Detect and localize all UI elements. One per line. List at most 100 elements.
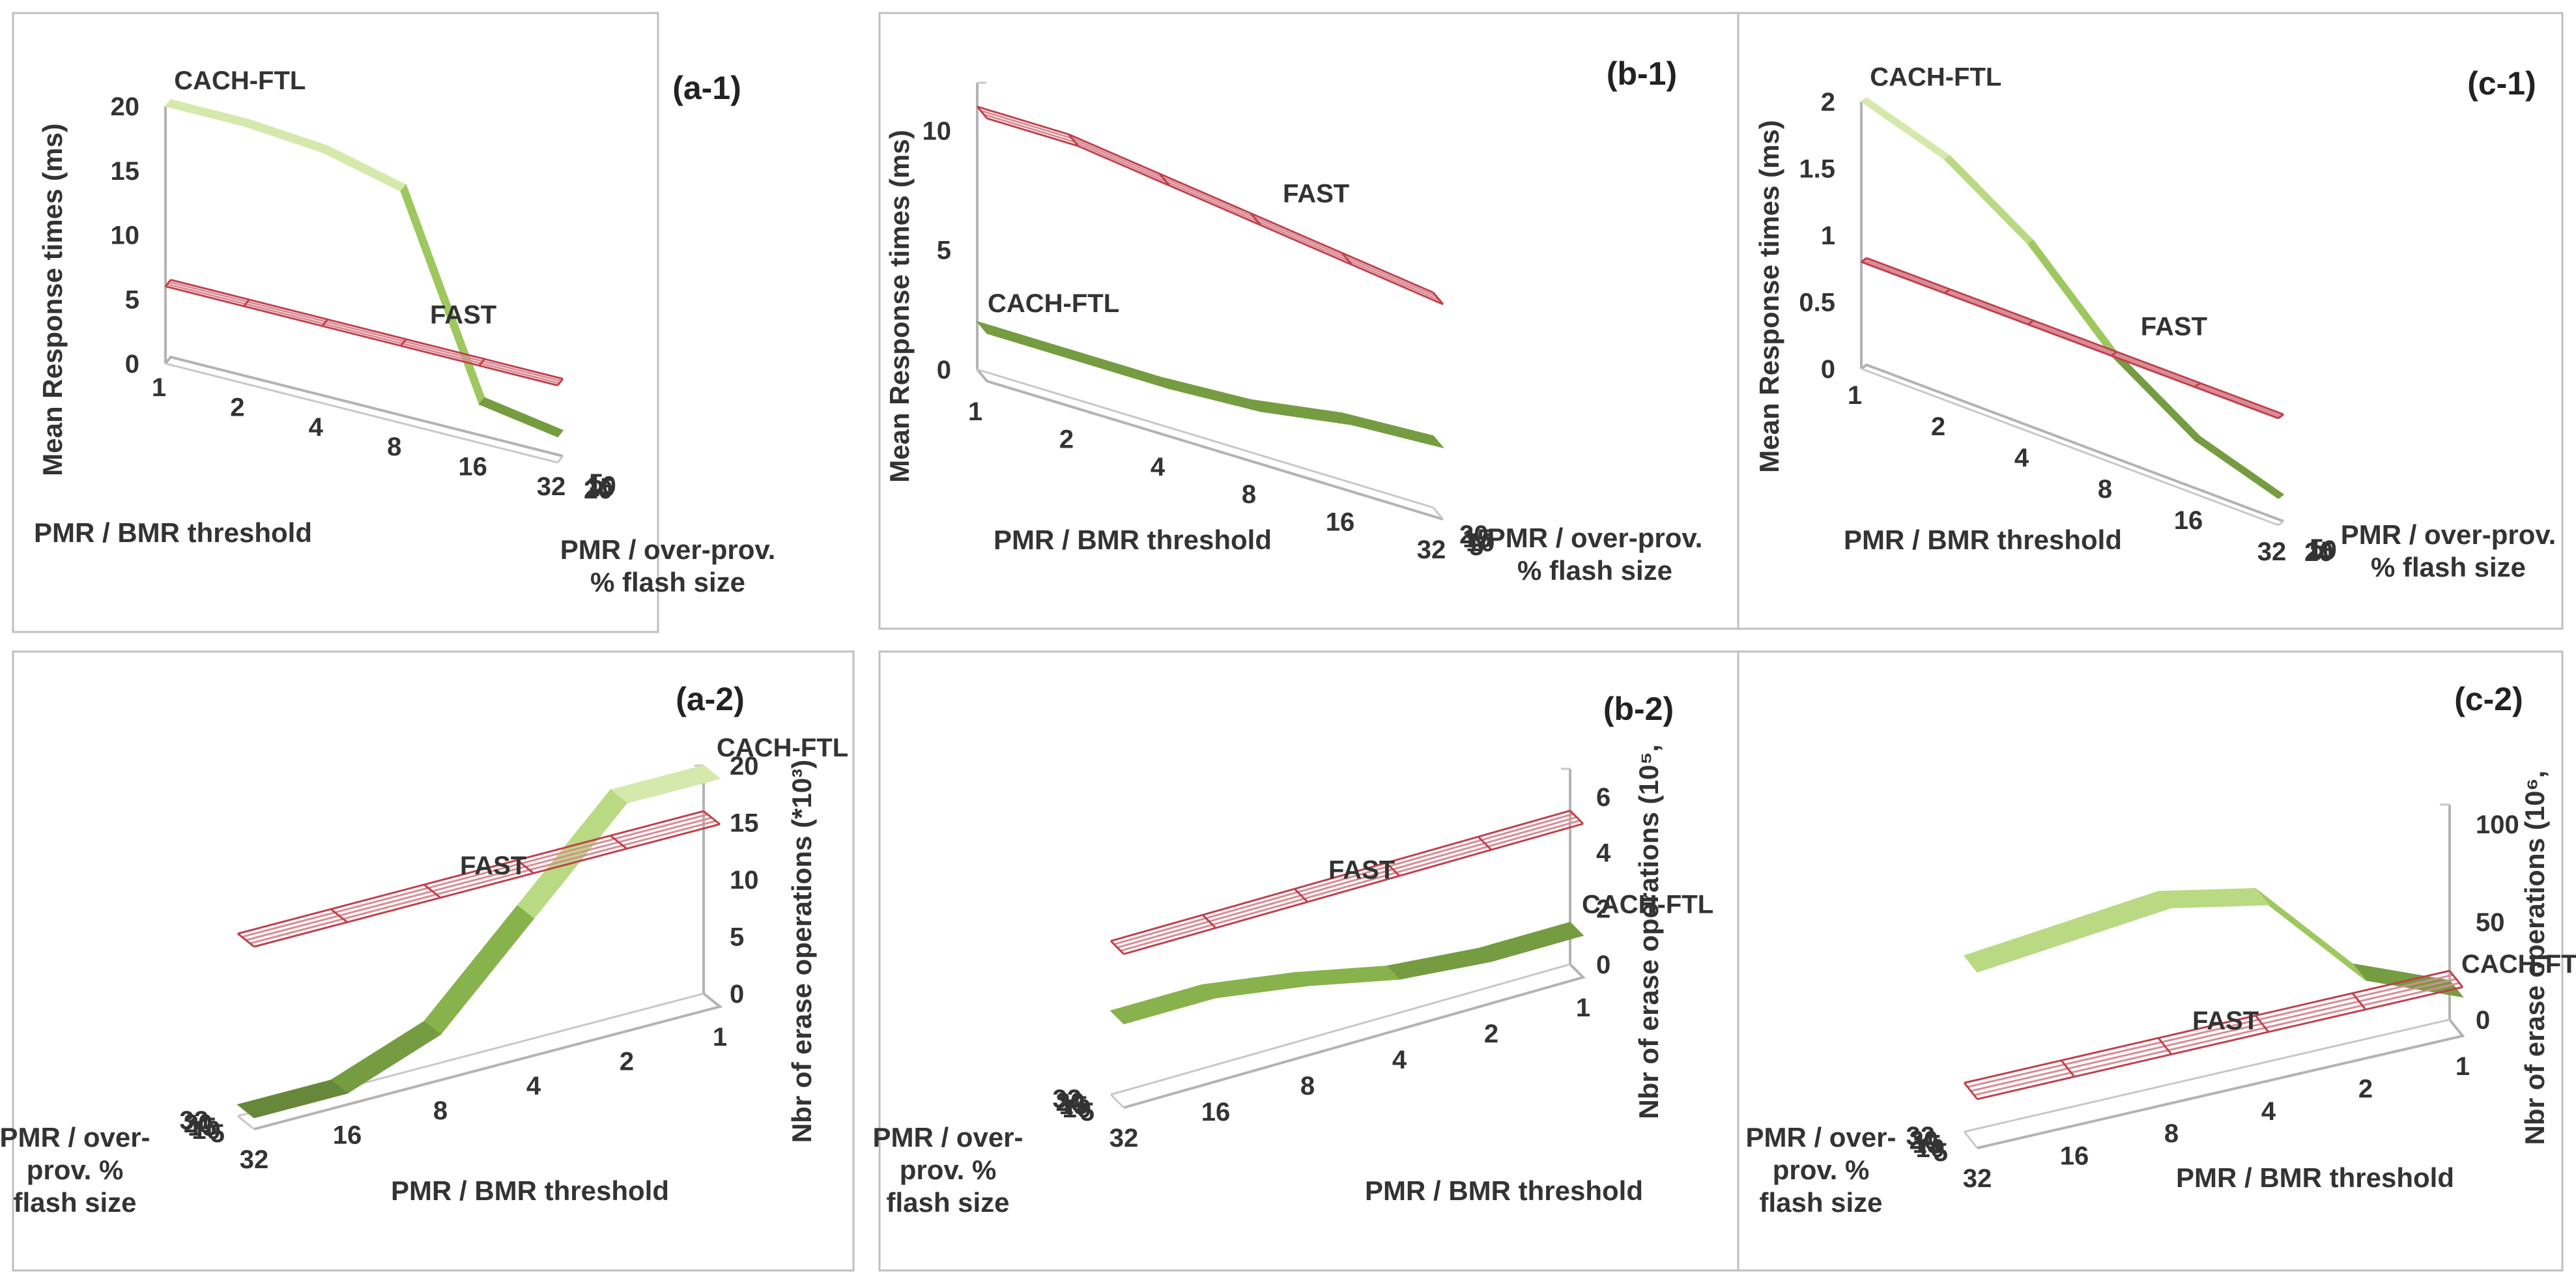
- threshold-tick-label: 32: [537, 472, 566, 501]
- threshold-axis-title: PMR / BMR threshold: [1365, 1175, 1643, 1206]
- wire-line-fast: [2157, 1037, 2173, 1055]
- threshold-tick-label: 4: [1392, 1046, 1407, 1074]
- wire-line-fast: [167, 283, 560, 384]
- wire-line-fast: [1964, 969, 2450, 1084]
- threshold-tick-label: 8: [2164, 1119, 2179, 1148]
- threshold-tick-label: 2: [230, 393, 244, 422]
- base-axis-lines: [253, 992, 723, 1130]
- wire-line-fast: [2111, 351, 2117, 357]
- wire-line-fast: [976, 106, 988, 119]
- z-tick-label: 10: [923, 117, 952, 145]
- wire-line-fast: [1109, 940, 1125, 955]
- overprov-tick-label: 10: [1916, 1134, 1945, 1163]
- wire-line-fast: [1977, 986, 2463, 1100]
- wire-line-fast: [243, 298, 250, 307]
- wire-line-fast: [986, 117, 1444, 306]
- wire-line-fast: [2254, 1014, 2270, 1033]
- overprov-axis-title: % flash size: [2371, 552, 2526, 582]
- base-edge-line: [556, 455, 564, 463]
- base-edge-line: [165, 362, 558, 464]
- base-edge-line: [1861, 367, 2279, 526]
- series-label-fast: FAST: [1283, 179, 1349, 208]
- wire-line-fast: [165, 285, 558, 386]
- overprov-axis-title: flash size: [1759, 1187, 1882, 1218]
- z-tick-label: 5: [937, 237, 951, 265]
- overprov-tick-label: 15: [2306, 537, 2336, 566]
- threshold-tick-label: 2: [1931, 412, 1945, 441]
- z-tick-label: 0.5: [1799, 289, 1835, 317]
- z-tick-label: 2: [1821, 88, 1835, 117]
- overprov-axis-title: prov. %: [900, 1155, 997, 1185]
- base-edge-line: [1432, 507, 1444, 520]
- surface-patch-cach-ftl: [1340, 412, 1445, 449]
- series-label-cach-ftl: CACH-FTL: [717, 734, 848, 762]
- overprov-axis-title: % flash size: [1517, 555, 1672, 586]
- overprov-tick-label: 5: [1469, 532, 1483, 561]
- wire-line-fast: [1385, 862, 1401, 877]
- threshold-tick-label: 4: [2014, 444, 2029, 472]
- overprov-axis-title: % flash size: [590, 567, 745, 597]
- overprov-axis-title: PMR / over-prov.: [1487, 523, 1703, 553]
- wire-line-fast: [1944, 288, 1951, 294]
- wire-line-fast: [1067, 134, 1080, 147]
- wire-line-fast: [423, 883, 441, 898]
- z-tick-label: 0: [937, 356, 951, 384]
- threshold-tick-label: 8: [387, 433, 401, 461]
- wire-line-fast: [321, 319, 328, 327]
- panel-frame: [1737, 650, 2564, 1272]
- wire-line-fast: [517, 859, 534, 874]
- z-tick-label: 15: [730, 809, 759, 838]
- z-tick-label: 0: [1821, 355, 1835, 384]
- base-axis-lines: [164, 355, 564, 457]
- overprov-axis-title: PMR / over-prov.: [2341, 519, 2556, 550]
- z-tick-label: 1.5: [1799, 155, 1835, 184]
- overprov-tick-label: 10: [587, 471, 616, 500]
- overprov-tick-label: 5: [2310, 534, 2324, 563]
- overprov-axis-title: PMR / over-: [872, 1122, 1023, 1153]
- series-label-fast: FAST: [2141, 312, 2207, 341]
- series-label-cach-ftl: CACH-FTL: [2461, 950, 2576, 979]
- overprov-tick-label: 10: [192, 1116, 221, 1145]
- base-edge-line: [237, 1115, 255, 1130]
- z-tick-label: 1: [1821, 222, 1835, 250]
- overprov-axis-title: prov. %: [1773, 1155, 1870, 1185]
- z-tick-label: 10: [111, 222, 140, 250]
- wire-line-fast: [556, 378, 564, 386]
- overprov-tick-label: 20: [1910, 1126, 1939, 1155]
- wire-line-fast: [1863, 259, 2281, 418]
- wire-line-fast: [478, 358, 485, 367]
- threshold-tick-label: 2: [620, 1048, 634, 1076]
- base-axis-lines: [976, 368, 1444, 521]
- z-axis-title: Mean Response times (ms): [884, 130, 915, 483]
- wire-line-fast: [977, 106, 1434, 294]
- threshold-tick-label: 1: [1576, 994, 1590, 1022]
- wire-line-fast: [1113, 812, 1574, 945]
- overprov-tick-label: 32: [180, 1106, 209, 1135]
- overprov-tick-label: 32: [1906, 1122, 1936, 1151]
- surface-patch-cach-ftl: [1109, 984, 1217, 1025]
- wire-line-fast: [610, 835, 627, 850]
- wire-line-fast: [1963, 1082, 1979, 1100]
- panel-frame: [12, 12, 659, 633]
- wire-line-fast: [1970, 978, 2457, 1092]
- threshold-tick-label: 1: [968, 397, 982, 426]
- threshold-axis-title: PMR / BMR threshold: [1844, 524, 2122, 555]
- panel-frame: [878, 650, 1741, 1272]
- wire-line-fast: [250, 820, 717, 945]
- series-label-fast: FAST: [460, 852, 526, 880]
- threshold-tick-label: 16: [458, 453, 487, 481]
- threshold-axis-title: PMR / BMR threshold: [994, 524, 1272, 555]
- threshold-tick-label: 8: [1242, 480, 1256, 509]
- base-edge-line: [1963, 1131, 1979, 1149]
- overprov-tick-label: 10: [1063, 1095, 1092, 1123]
- wire-line-fast: [1293, 888, 1309, 903]
- overprov-tick-label: 10: [1466, 528, 1495, 557]
- threshold-tick-label: 16: [2174, 506, 2203, 535]
- wire-line-fast: [2027, 319, 2034, 326]
- threshold-tick-label: 2: [1484, 1020, 1498, 1048]
- z-tick-label: 10: [730, 866, 759, 895]
